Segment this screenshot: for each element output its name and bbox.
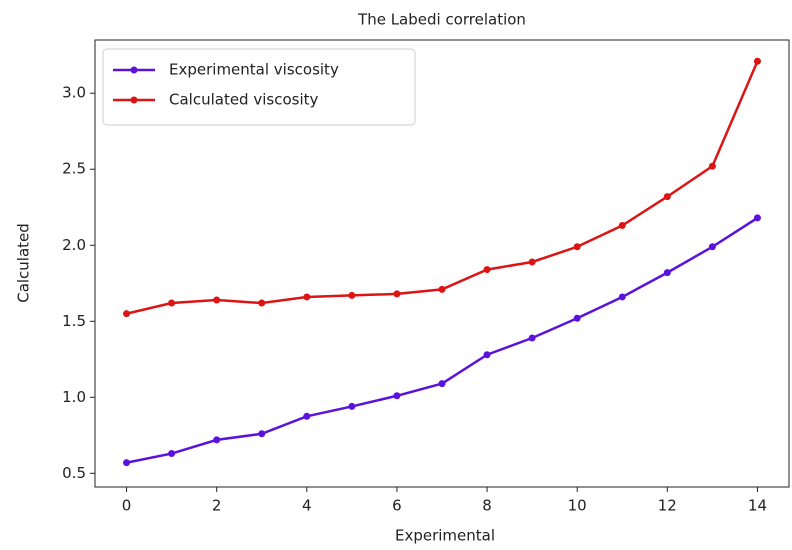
data-point bbox=[618, 221, 626, 229]
data-point bbox=[663, 269, 671, 277]
legend-marker bbox=[130, 66, 138, 74]
y-tick-label: 1.5 bbox=[62, 312, 86, 330]
y-tick-label: 1.0 bbox=[62, 388, 86, 406]
legend-box bbox=[102, 48, 416, 126]
x-tick-label: 12 bbox=[658, 497, 677, 515]
y-tick-label: 2.5 bbox=[62, 160, 86, 178]
x-tick-label: 6 bbox=[392, 497, 402, 515]
legend-label: Calculated viscosity bbox=[169, 91, 318, 109]
plot-frame bbox=[94, 39, 790, 488]
y-tick-label: 2.0 bbox=[62, 236, 86, 254]
data-point bbox=[438, 380, 446, 388]
data-point bbox=[393, 290, 401, 298]
y-axis-label: Calculated bbox=[15, 223, 33, 303]
data-point bbox=[303, 412, 311, 420]
data-point bbox=[753, 57, 761, 65]
data-point bbox=[708, 162, 716, 170]
legend-marker bbox=[130, 96, 138, 104]
data-point bbox=[528, 334, 536, 342]
x-tick-label: 2 bbox=[212, 497, 222, 515]
data-point bbox=[573, 314, 581, 322]
data-point bbox=[348, 402, 356, 410]
data-point bbox=[258, 430, 266, 438]
legend-label: Experimental viscosity bbox=[169, 61, 339, 79]
x-tick-label: 4 bbox=[302, 497, 312, 515]
data-point bbox=[573, 243, 581, 251]
data-point bbox=[213, 296, 221, 304]
data-point bbox=[618, 293, 626, 301]
data-point bbox=[168, 299, 176, 307]
data-point bbox=[213, 436, 221, 444]
data-point bbox=[483, 266, 491, 274]
data-point bbox=[483, 351, 491, 359]
data-point bbox=[258, 299, 266, 307]
x-axis-label: Experimental bbox=[395, 527, 495, 545]
x-tick-label: 14 bbox=[748, 497, 767, 515]
y-tick-label: 0.5 bbox=[62, 464, 86, 482]
data-point bbox=[168, 450, 176, 458]
data-point bbox=[708, 243, 716, 251]
x-tick-label: 0 bbox=[122, 497, 132, 515]
x-tick-label: 8 bbox=[482, 497, 492, 515]
y-tick-label: 3.0 bbox=[62, 84, 86, 102]
x-tick-label: 10 bbox=[568, 497, 587, 515]
data-point bbox=[123, 310, 131, 318]
data-point bbox=[528, 258, 536, 266]
data-point bbox=[663, 193, 671, 201]
data-point bbox=[123, 459, 131, 467]
data-point bbox=[438, 285, 446, 293]
data-point bbox=[393, 392, 401, 400]
data-point bbox=[303, 293, 311, 301]
data-point bbox=[753, 214, 761, 222]
data-point bbox=[348, 291, 356, 299]
chart-title: The Labedi correlation bbox=[357, 11, 526, 29]
